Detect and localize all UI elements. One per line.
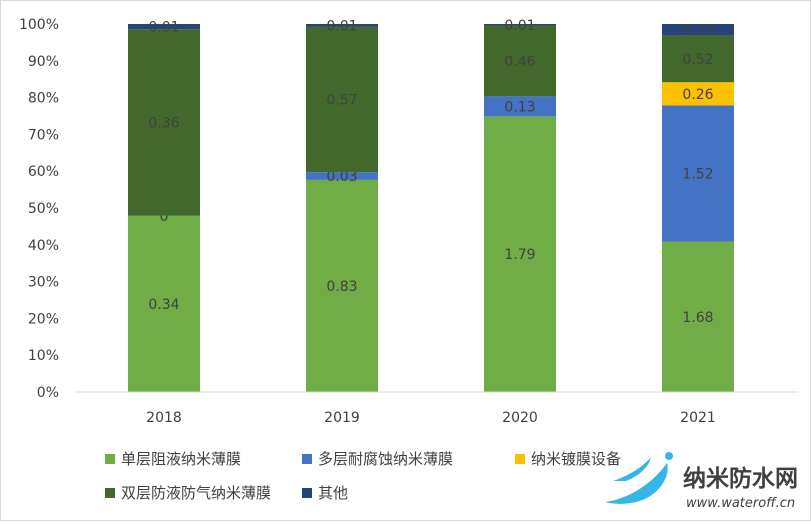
legend-swatch bbox=[302, 454, 312, 464]
data-label: 0.03 bbox=[326, 169, 357, 185]
legend-swatch bbox=[302, 488, 312, 498]
bar-segment-2021-1 bbox=[662, 241, 734, 392]
bar-segment-2021-2 bbox=[662, 105, 734, 242]
y-tick-label: 50% bbox=[28, 201, 59, 217]
y-tick-label: 40% bbox=[28, 238, 59, 254]
bar-segment-2021-3 bbox=[662, 82, 734, 106]
bar-segment-2018-1 bbox=[128, 215, 200, 392]
legend-swatch bbox=[515, 454, 525, 464]
y-tick-label: 90% bbox=[28, 54, 59, 70]
x-tick-label: 2018 bbox=[146, 410, 182, 426]
data-label: 0.46 bbox=[504, 54, 535, 70]
legend-label: 单层阻液纳米薄膜 bbox=[121, 450, 241, 468]
data-label: 1.79 bbox=[504, 247, 535, 263]
x-tick-label: 2021 bbox=[680, 410, 716, 426]
data-label: 0.83 bbox=[326, 279, 357, 295]
bar-segment-2019-2 bbox=[306, 172, 378, 180]
bar-segment-2020-1 bbox=[484, 116, 556, 392]
bar-segment-2020-5 bbox=[484, 24, 556, 26]
y-tick-label: 60% bbox=[28, 164, 59, 180]
y-tick-label: 80% bbox=[28, 91, 59, 107]
y-tick-label: 0% bbox=[37, 385, 59, 401]
data-label: 1.68 bbox=[682, 310, 713, 326]
x-tick-label: 2019 bbox=[324, 410, 360, 426]
legend-label: 双层防液防气纳米薄膜 bbox=[121, 484, 271, 502]
legend-label: 多层耐腐蚀纳米薄膜 bbox=[318, 450, 453, 468]
plot-area: 0.34 0 0.36 0.01 0.83 0.03 0.57 0.01 1.79 0.13 0.4… bbox=[128, 18, 734, 392]
data-label: 0.57 bbox=[326, 92, 357, 108]
y-tick-label: 70% bbox=[28, 127, 59, 143]
y-tick-label: 10% bbox=[28, 348, 59, 364]
data-label: 0.01 bbox=[326, 18, 357, 34]
wave-logo-icon bbox=[605, 452, 673, 504]
watermark: 纳米防水网 www.wateroff.cn bbox=[605, 452, 798, 511]
watermark-url: www.wateroff.cn bbox=[686, 496, 795, 511]
data-label: 0.13 bbox=[504, 99, 535, 115]
legend-swatch bbox=[105, 488, 115, 498]
bar-segment-2018-4 bbox=[128, 29, 200, 216]
bar-segment-2019-5 bbox=[306, 24, 378, 27]
bar-segment-2020-2 bbox=[484, 96, 556, 117]
bar-segment-2020-4 bbox=[484, 25, 556, 97]
data-label: 0.01 bbox=[504, 18, 535, 34]
legend-label: 纳米镀膜设备 bbox=[531, 450, 621, 468]
data-label: 0.13 bbox=[682, 23, 713, 39]
data-label: 0.34 bbox=[148, 297, 179, 313]
data-label: 0.36 bbox=[148, 115, 179, 131]
data-label: 0.26 bbox=[682, 87, 713, 103]
bar-segment-2021-5 bbox=[662, 24, 734, 36]
data-label: 1.52 bbox=[682, 167, 713, 183]
y-tick-label: 30% bbox=[28, 275, 59, 291]
y-tick-label: 100% bbox=[19, 17, 59, 33]
watermark-title: 纳米防水网 bbox=[683, 465, 798, 492]
bar-segment-2021-4 bbox=[662, 35, 734, 83]
legend-label: 其他 bbox=[318, 484, 348, 502]
x-tick-label: 2020 bbox=[502, 410, 538, 426]
bar-segment-2019-1 bbox=[306, 179, 378, 392]
data-label: 0 bbox=[160, 209, 169, 225]
y-tick-label: 20% bbox=[28, 311, 59, 327]
legend-swatch bbox=[105, 454, 115, 464]
bar-segment-2019-4 bbox=[306, 26, 378, 173]
y-axis: 0% 10% 20% 30% 40% 50% 60% 70% 80% 90% 100% bbox=[19, 17, 59, 401]
data-label: 0.52 bbox=[682, 52, 713, 68]
bar-segment-2018-5 bbox=[128, 24, 200, 30]
x-axis: 2018 2019 2020 2021 bbox=[146, 410, 716, 426]
data-label: 0.01 bbox=[148, 20, 179, 36]
